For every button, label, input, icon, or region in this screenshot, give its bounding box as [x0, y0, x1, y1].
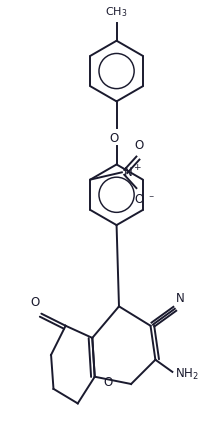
Text: O: O: [134, 139, 143, 152]
Text: NH$_2$: NH$_2$: [175, 367, 199, 382]
Text: +: +: [133, 163, 140, 172]
Text: CH$_3$: CH$_3$: [105, 5, 128, 19]
Text: $^-$: $^-$: [147, 193, 155, 202]
Text: O: O: [31, 296, 40, 309]
Text: N: N: [176, 292, 185, 305]
Text: N: N: [124, 166, 133, 179]
Text: O: O: [103, 376, 113, 389]
Text: O: O: [110, 133, 119, 146]
Text: O: O: [134, 193, 143, 206]
